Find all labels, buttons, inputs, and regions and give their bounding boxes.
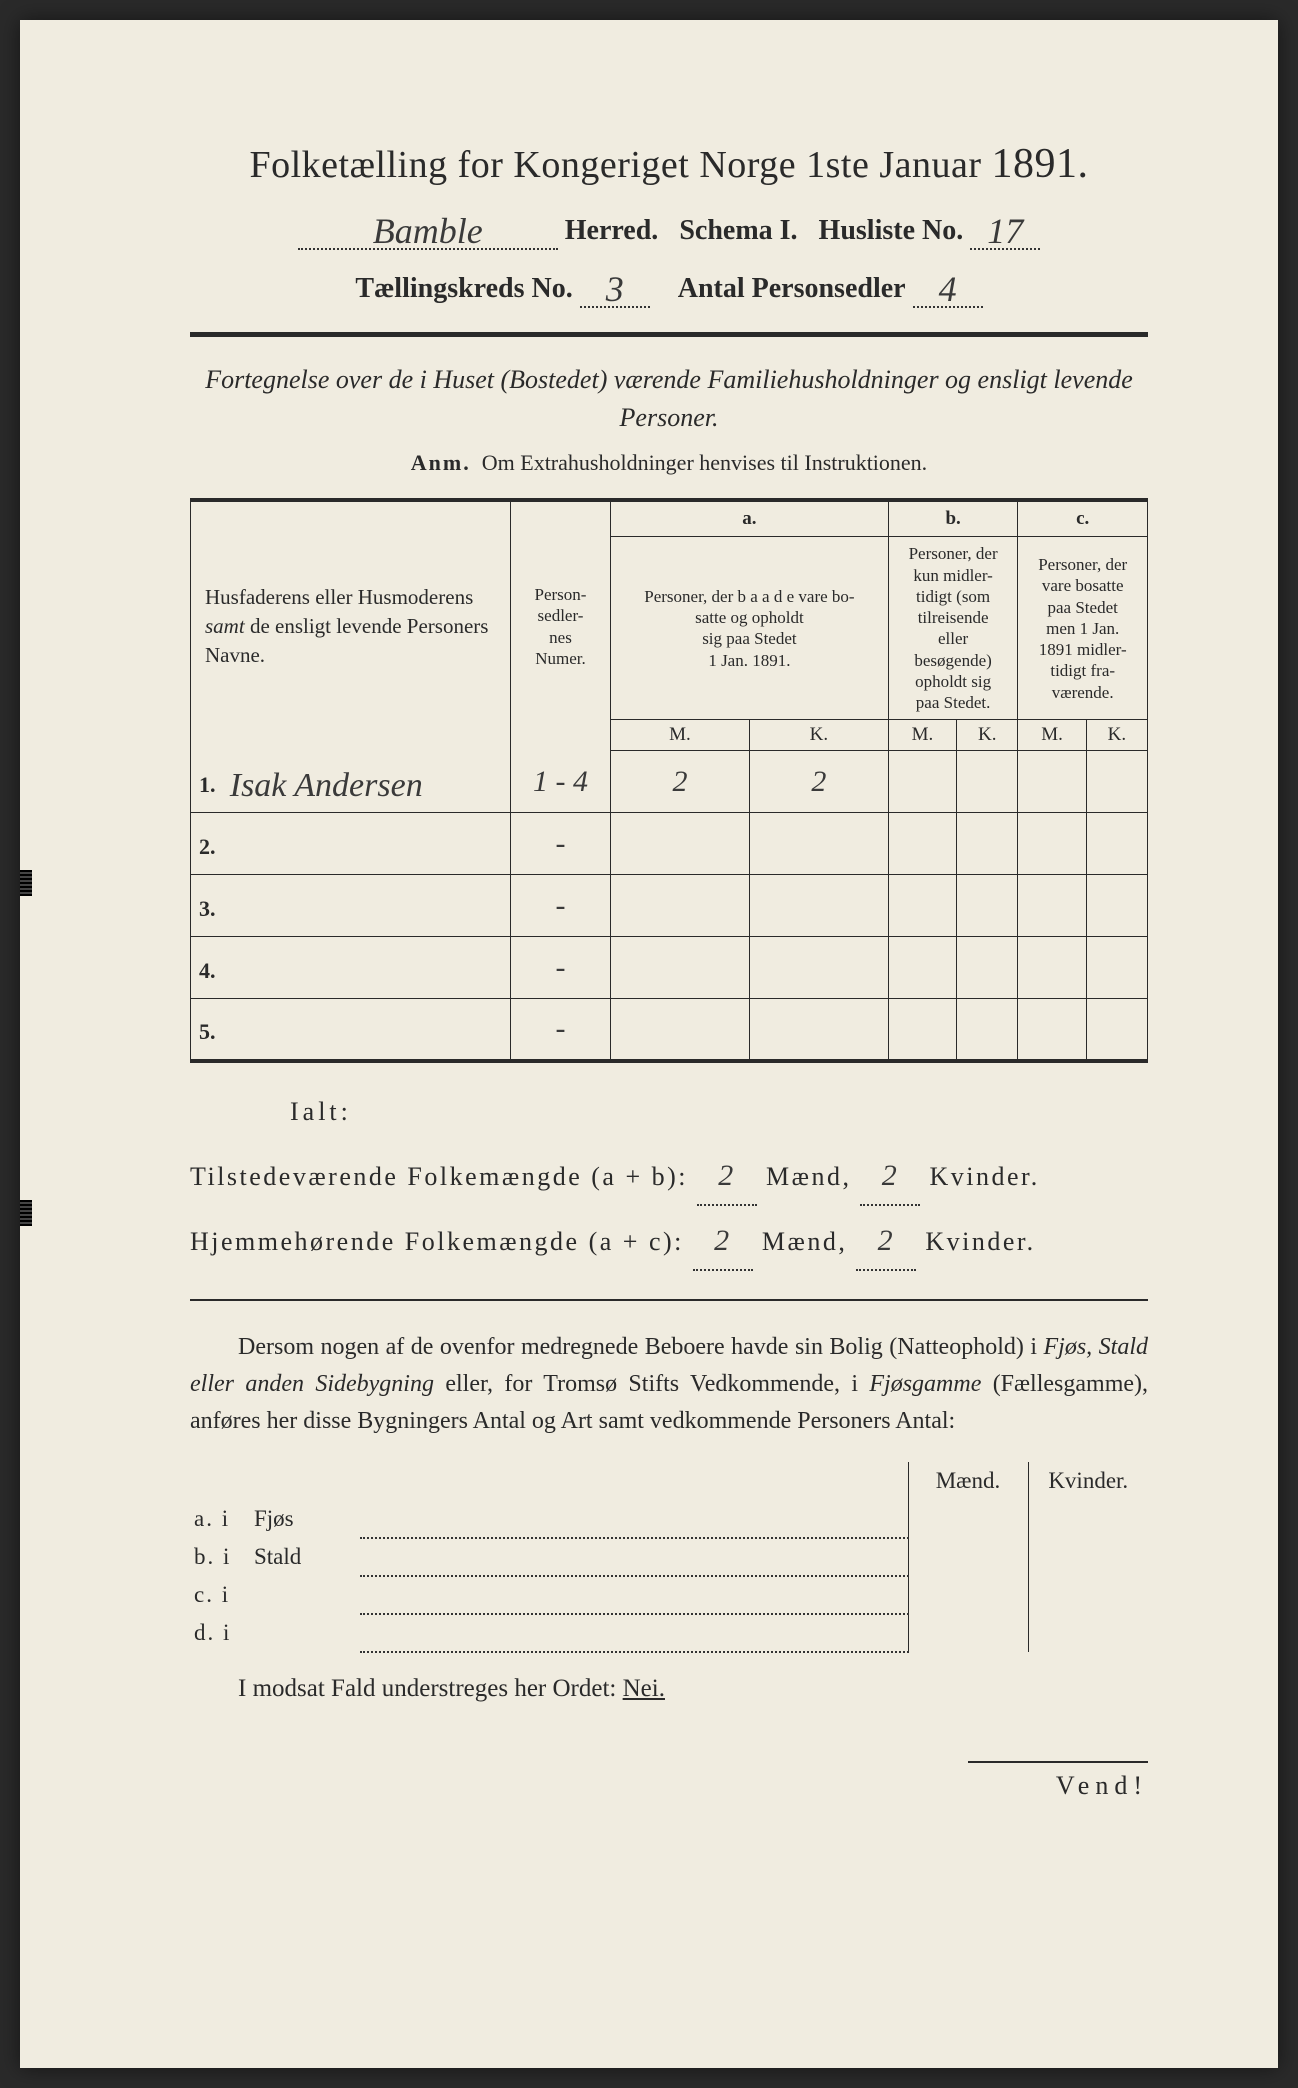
divider <box>190 332 1148 337</box>
kreds-value: 3 <box>606 269 624 309</box>
title-year: 1891. <box>992 141 1089 187</box>
th-numer: Person-sedler-nesNumer. <box>511 500 611 751</box>
building-row: c. i <box>190 1576 1148 1614</box>
bldg-th-maend: Mænd. <box>908 1462 1028 1500</box>
resident-label: Hjemmehørende Folkemængde (a + c): <box>190 1227 684 1256</box>
present-k: 2 <box>882 1159 900 1192</box>
th-b-text: Personer, derkun midler-tidigt (somtilre… <box>888 537 1018 720</box>
th-name: Husfaderens eller Husmoderens samt de en… <box>191 500 511 751</box>
th-a-k: K. <box>749 720 888 751</box>
anm-label: Anm. <box>411 450 471 475</box>
kvinder-label: Kvinder. <box>925 1227 1035 1256</box>
nei-line: I modsat Fald understreges her Ordet: Ne… <box>190 1675 1148 1703</box>
present-m: 2 <box>718 1159 736 1192</box>
nei-pre: I modsat Fald understreges her Ordet: <box>238 1675 623 1702</box>
th-a-m: M. <box>611 720 750 751</box>
anm-text: Om Extrahusholdninger henvises til Instr… <box>482 450 927 475</box>
maend-label: Mænd, <box>766 1162 851 1191</box>
table-row: 1. Isak Andersen1 - 422 <box>191 751 1148 813</box>
divider <box>190 1299 1148 1301</box>
title-text: Folketælling for Kongeriget Norge 1ste J… <box>249 144 981 186</box>
totals-present: Tilstedeværende Folkemængde (a + b): 2 M… <box>190 1147 1148 1206</box>
kreds-label: Tællingskreds No. <box>355 273 572 304</box>
table-row: 2. - <box>191 813 1148 875</box>
th-c-label: c. <box>1018 500 1148 537</box>
header-line-2: Tællingskreds No. 3 Antal Personsedler 4 <box>190 264 1148 308</box>
th-a-label: a. <box>611 500 889 537</box>
table-row: 3. - <box>191 875 1148 937</box>
present-label: Tilstedeværende Folkemængde (a + b): <box>190 1162 688 1191</box>
table-row: 5. - <box>191 999 1148 1061</box>
th-b-k: K. <box>957 720 1018 751</box>
maend-label: Mænd, <box>762 1227 847 1256</box>
th-c-k: K. <box>1086 720 1147 751</box>
nei-word: Nei. <box>623 1675 665 1702</box>
bldg-th-kvinder: Kvinder. <box>1028 1462 1148 1500</box>
building-table: Mænd. Kvinder. a. iFjøsb. iStaldc. id. i <box>190 1462 1148 1653</box>
building-row: d. i <box>190 1614 1148 1652</box>
th-b-label: b. <box>888 500 1018 537</box>
totals-resident: Hjemmehørende Folkemængde (a + c): 2 Mæn… <box>190 1212 1148 1271</box>
resident-m: 2 <box>714 1224 732 1257</box>
th-b-m: M. <box>888 720 956 751</box>
annotation: Anm. Om Extrahusholdninger henvises til … <box>190 450 1148 476</box>
subtitle: Fortegnelse over de i Huset (Bostedet) v… <box>190 361 1148 436</box>
herred-label: Herred. <box>565 215 659 246</box>
th-c-text: Personer, dervare bosattepaa Stedetmen 1… <box>1018 537 1148 720</box>
antal-label: Antal Personsedler <box>678 273 906 304</box>
herred-value: Bamble <box>373 211 483 251</box>
scan-artifact <box>20 1200 32 1226</box>
household-table: Husfaderens eller Husmoderens samt de en… <box>190 498 1148 1063</box>
ialt-label: Ialt: <box>290 1097 1148 1127</box>
building-paragraph: Dersom nogen af de ovenfor medregnede Be… <box>190 1329 1148 1441</box>
resident-k: 2 <box>878 1224 896 1257</box>
census-form-page: Folketælling for Kongeriget Norge 1ste J… <box>20 20 1278 2068</box>
th-a-text: Personer, der b a a d e vare bo-satte og… <box>611 537 889 720</box>
building-row: b. iStald <box>190 1538 1148 1576</box>
schema-label: Schema I. <box>679 215 797 246</box>
building-row: a. iFjøs <box>190 1500 1148 1538</box>
table-row: 4. - <box>191 937 1148 999</box>
scan-artifact <box>20 870 32 896</box>
husliste-label: Husliste No. <box>819 215 964 246</box>
vend-label: Vend! <box>968 1761 1148 1801</box>
husliste-value: 17 <box>987 211 1023 251</box>
th-c-m: M. <box>1018 720 1086 751</box>
main-title: Folketælling for Kongeriget Norge 1ste J… <box>190 140 1148 188</box>
antal-value: 4 <box>939 269 957 309</box>
header-line-1: Bamble Herred. Schema I. Husliste No. 17 <box>190 206 1148 250</box>
kvinder-label: Kvinder. <box>929 1162 1039 1191</box>
